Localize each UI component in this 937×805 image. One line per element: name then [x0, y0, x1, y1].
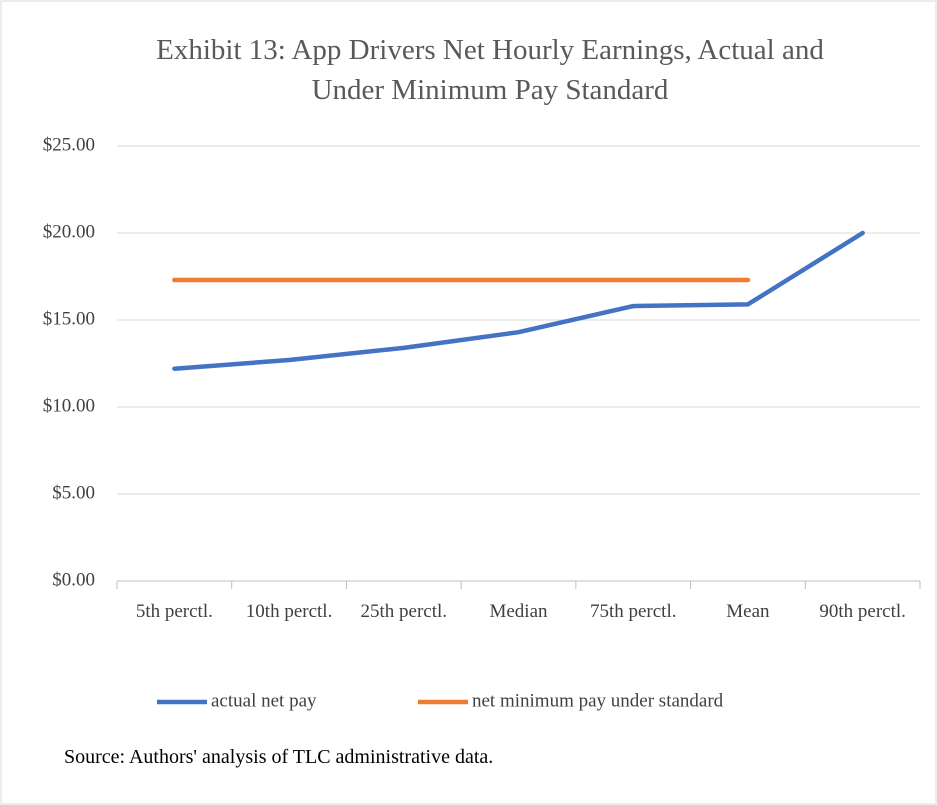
x-tick-label: 75th perctl.: [589, 601, 677, 622]
source-note: Source: Authors' analysis of TLC adminis…: [64, 746, 494, 768]
y-tick-label: $15.00: [43, 308, 95, 329]
x-tick-label: 10th perctl.: [245, 601, 333, 622]
y-tick-label: $10.00: [43, 395, 95, 416]
x-tick-label: 25th perctl.: [360, 601, 448, 622]
data-line: [172, 230, 865, 371]
legend-label: actual net pay: [211, 690, 317, 711]
y-tick-label: $25.00: [43, 134, 95, 155]
y-tick-label: $20.00: [43, 221, 95, 242]
y-tick-label: $5.00: [52, 482, 95, 503]
legend-label: net minimum pay under standard: [472, 690, 724, 711]
x-tick-label: 5th perctl.: [135, 601, 213, 622]
chart-title: Exhibit 13: App Drivers Net Hourly Earni…: [156, 34, 824, 106]
x-tick-label: Mean: [726, 601, 770, 622]
y-tick-label: $0.00: [52, 569, 95, 590]
x-tick-label: Median: [489, 601, 548, 622]
x-tick-label: 90th perctl.: [819, 601, 906, 622]
